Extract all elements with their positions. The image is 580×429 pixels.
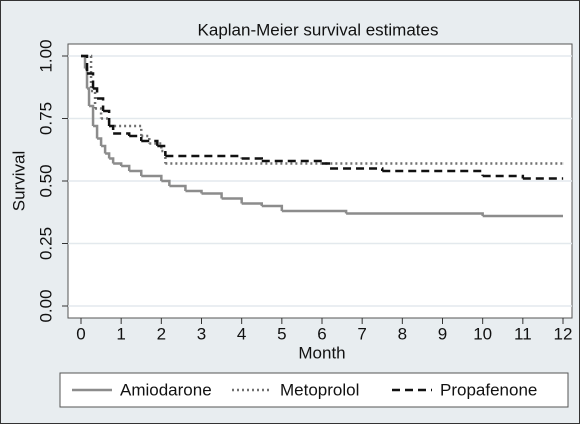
x-tick-label: 2 — [157, 324, 166, 343]
survival-step — [241, 157, 263, 161]
x-tick-label: 12 — [554, 324, 573, 343]
survival-step — [157, 144, 167, 156]
survival-step — [93, 87, 99, 99]
survival-step — [161, 179, 171, 186]
y-tick-label: 1.00 — [36, 39, 55, 72]
survival-step — [141, 139, 159, 146]
survival-step — [87, 87, 91, 106]
x-tick-label: 6 — [317, 324, 326, 343]
x-tick-label: 9 — [438, 324, 447, 343]
x-tick-label: 3 — [197, 324, 206, 343]
survival-step — [261, 159, 324, 164]
survival-step — [121, 164, 131, 171]
survival-step — [101, 144, 107, 154]
survival-step — [261, 204, 284, 211]
y-tick-label: 0.75 — [36, 102, 55, 135]
survival-step — [382, 169, 484, 176]
survival-step — [81, 54, 89, 74]
survival-step — [109, 157, 115, 164]
x-tick-label: 1 — [116, 324, 125, 343]
survival-step — [322, 162, 332, 169]
survival-step — [169, 184, 187, 191]
survival-step — [161, 149, 167, 164]
legend-label: Metoprolol — [280, 380, 359, 399]
survival-step — [97, 97, 105, 111]
x-tick-label: 11 — [514, 324, 532, 343]
y-tick-label: 0.00 — [36, 289, 55, 322]
survival-step — [89, 104, 95, 126]
legend-label: Amiodarone — [120, 380, 212, 399]
survival-step — [105, 152, 111, 159]
survival-step — [141, 174, 163, 181]
survival-step — [95, 107, 103, 119]
x-axis-label: Month — [298, 343, 345, 362]
survival-step — [109, 124, 115, 134]
y-tick-label: 0.25 — [36, 227, 55, 260]
survival-step — [201, 192, 223, 199]
survival-step — [97, 137, 103, 146]
x-tick-label: 10 — [473, 324, 492, 343]
legend — [59, 372, 569, 408]
x-tick-label: 0 — [76, 324, 85, 343]
survival-step — [129, 169, 143, 176]
survival-step — [482, 174, 525, 179]
survival-step — [129, 134, 143, 141]
legend-label: Propafenone — [440, 380, 537, 399]
y-axis-label: Survival — [9, 151, 28, 211]
survival-step — [91, 89, 97, 109]
survival-step — [103, 109, 111, 126]
survival-step — [81, 54, 93, 91]
x-tick-label: 5 — [277, 324, 286, 343]
y-tick-label: 0.50 — [36, 164, 55, 197]
x-tick-label: 4 — [237, 324, 246, 343]
chart-title: Kaplan-Meier survival estimates — [198, 20, 439, 39]
survival-step — [109, 124, 143, 136]
survival-step — [87, 72, 95, 89]
survival-step — [93, 124, 99, 139]
x-tick-label: 7 — [357, 324, 366, 343]
survival-step — [221, 197, 243, 204]
x-tick-label: 8 — [398, 324, 407, 343]
